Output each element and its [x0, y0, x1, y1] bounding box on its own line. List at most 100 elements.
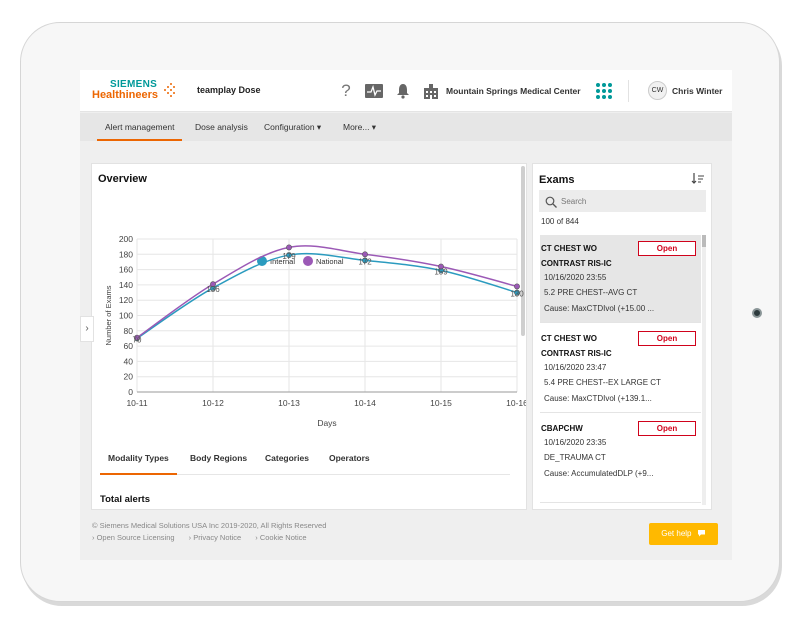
y-tick-label: 120 [119, 295, 133, 305]
notification-bell-icon[interactable] [395, 82, 411, 100]
logo-line1: SIEMENS [110, 79, 158, 90]
link-cookie-notice[interactable]: › Cookie Notice [255, 533, 307, 542]
legend-label-internal: Internal [270, 257, 295, 266]
exam-cause: Cause: MaxCTDIvol (+15.00 ... [544, 304, 655, 313]
y-tick-label: 60 [124, 341, 134, 351]
data-label: 70 [133, 335, 142, 344]
x-tick-label: 10-14 [354, 398, 376, 408]
exam-card[interactable]: CT CHEST WO CONTRAST RIS-IC Open 10/16/2… [540, 235, 701, 323]
data-point-national [210, 281, 216, 288]
overview-title: Overview [98, 173, 147, 185]
exam-status-badge[interactable]: Open [638, 331, 696, 346]
exam-card[interactable]: CT CHEST WO CONTRAST RIS-IC Open 10/16/2… [540, 325, 701, 413]
search-input[interactable] [561, 193, 701, 209]
x-tick-label: 10-15 [430, 398, 452, 408]
exam-name: CBAPCHW [541, 424, 583, 433]
exam-card[interactable]: CBAPCHW Open 10/16/2020 23:35 DE_TRAUMA … [540, 415, 701, 503]
nav-dose-analysis[interactable]: Dose analysis [195, 122, 248, 132]
get-help-label: Get help [661, 529, 692, 538]
camera-icon [752, 308, 762, 318]
building-icon[interactable] [423, 82, 439, 100]
y-tick-label: 80 [124, 326, 134, 336]
y-tick-label: 100 [119, 311, 133, 321]
overview-tabs: Modality Types Body Regions Categories O… [100, 447, 510, 475]
exam-cause: Cause: MaxCTDIvol (+139.1... [544, 394, 652, 403]
data-label: 136 [206, 285, 220, 294]
exams-scrollbar-track[interactable] [702, 235, 706, 505]
help-icon[interactable]: ? [341, 81, 351, 100]
exam-protocol: DE_TRAUMA CT [544, 453, 606, 462]
header-divider [628, 80, 629, 102]
series-line-internal [136, 252, 518, 340]
exam-datetime: 10/16/2020 23:47 [544, 363, 607, 372]
exams-panel: Exams 100 of 844 CT CHEST WO CONTRAST RI… [532, 163, 712, 510]
overview-scrollbar[interactable] [521, 166, 525, 336]
nav-alert-management[interactable]: Alert management [97, 113, 183, 141]
user-avatar[interactable]: CW [648, 81, 667, 100]
tab-body-regions[interactable]: Body Regions [190, 453, 248, 463]
x-tick-label: 10-12 [202, 398, 224, 408]
data-label: 179 [282, 252, 296, 261]
exam-status-badge[interactable]: Open [638, 421, 696, 436]
exam-datetime: 10/16/2020 23:35 [544, 438, 607, 447]
link-open-source-licensing[interactable]: › Open Source Licensing [92, 533, 175, 542]
product-name: teamplay Dose [197, 85, 261, 95]
y-tick-label: 20 [124, 372, 134, 382]
y-axis-label: Number of Exams [104, 285, 113, 345]
overview-panel: Overview 0 20 40 60 80 100 120 140 160 180 200 10-1… [91, 163, 527, 510]
legend-label-national: National [316, 257, 344, 266]
exam-protocol: 5.4 PRE CHEST--EX LARGE CT [544, 378, 661, 387]
nav-more[interactable]: More... ▾ [343, 122, 377, 132]
legend-marker-national [303, 256, 313, 266]
footer-copyright: © Siemens Medical Solutions USA Inc 2019… [92, 521, 327, 530]
data-label: 130 [510, 290, 524, 299]
logo-line2: Healthineers [92, 89, 159, 101]
sort-icon[interactable] [691, 171, 705, 185]
data-point-national [438, 263, 444, 270]
monitor-icon[interactable] [363, 82, 385, 100]
data-point-national [286, 244, 292, 251]
expand-sidebar-chevron-icon[interactable]: › [80, 316, 94, 342]
get-help-button[interactable]: Get help [649, 523, 718, 545]
tab-modality-types[interactable]: Modality Types [100, 447, 177, 475]
exams-title: Exams [539, 174, 575, 186]
data-point-internal [286, 252, 292, 258]
x-tick-label: 10-13 [278, 398, 300, 408]
y-tick-label: 200 [119, 234, 133, 244]
data-label: 159 [434, 267, 448, 276]
nav-configuration[interactable]: Configuration ▾ [264, 122, 322, 132]
exam-cause: Cause: AccumulatedDLP (+9... [544, 469, 654, 478]
exams-line-chart: 0 20 40 60 80 100 120 140 160 180 200 10-11 10-12 10-… [104, 234, 527, 428]
tab-categories[interactable]: Categories [265, 453, 309, 463]
link-privacy-notice[interactable]: › Privacy Notice [188, 533, 242, 542]
data-point-national [362, 251, 368, 258]
y-tick-label: 0 [128, 387, 133, 397]
exam-search-box[interactable] [539, 190, 706, 212]
app-launcher-icon[interactable] [596, 83, 612, 99]
exam-name: CT CHEST WO CONTRAST RIS-IC [541, 244, 612, 268]
y-tick-label: 180 [119, 249, 133, 259]
siemens-healthineers-logo[interactable]: SIEMENS Healthineers [92, 79, 175, 103]
y-tick-label: 140 [119, 280, 133, 290]
user-name[interactable]: Chris Winter [672, 86, 723, 96]
exam-status-badge[interactable]: Open [638, 241, 696, 256]
data-point-national [514, 283, 520, 290]
logo-dots-icon [164, 83, 175, 97]
footer-links: › Open Source Licensing › Privacy Notice… [92, 533, 319, 542]
exam-protocol: 5.2 PRE CHEST--AVG CT [544, 288, 638, 297]
chat-icon [697, 529, 706, 538]
tab-operators[interactable]: Operators [329, 453, 370, 463]
data-point-internal [514, 289, 520, 296]
x-tick-label: 10-11 [126, 398, 147, 408]
x-axis-label: Days [317, 418, 336, 428]
series-line-national [136, 245, 518, 339]
app-header: SIEMENS Healthineers teamplay Dose ? Mou… [80, 70, 732, 112]
x-tick-label: 10-16 [506, 398, 527, 408]
app-screen: SIEMENS Healthineers teamplay Dose ? Mou… [80, 70, 732, 560]
y-tick-label: 160 [119, 265, 133, 275]
exams-scrollbar-thumb[interactable] [702, 235, 706, 247]
data-point-internal [362, 257, 368, 264]
exam-count: 100 of 844 [541, 217, 579, 226]
search-icon [545, 195, 557, 208]
facility-name[interactable]: Mountain Springs Medical Center [446, 86, 581, 96]
